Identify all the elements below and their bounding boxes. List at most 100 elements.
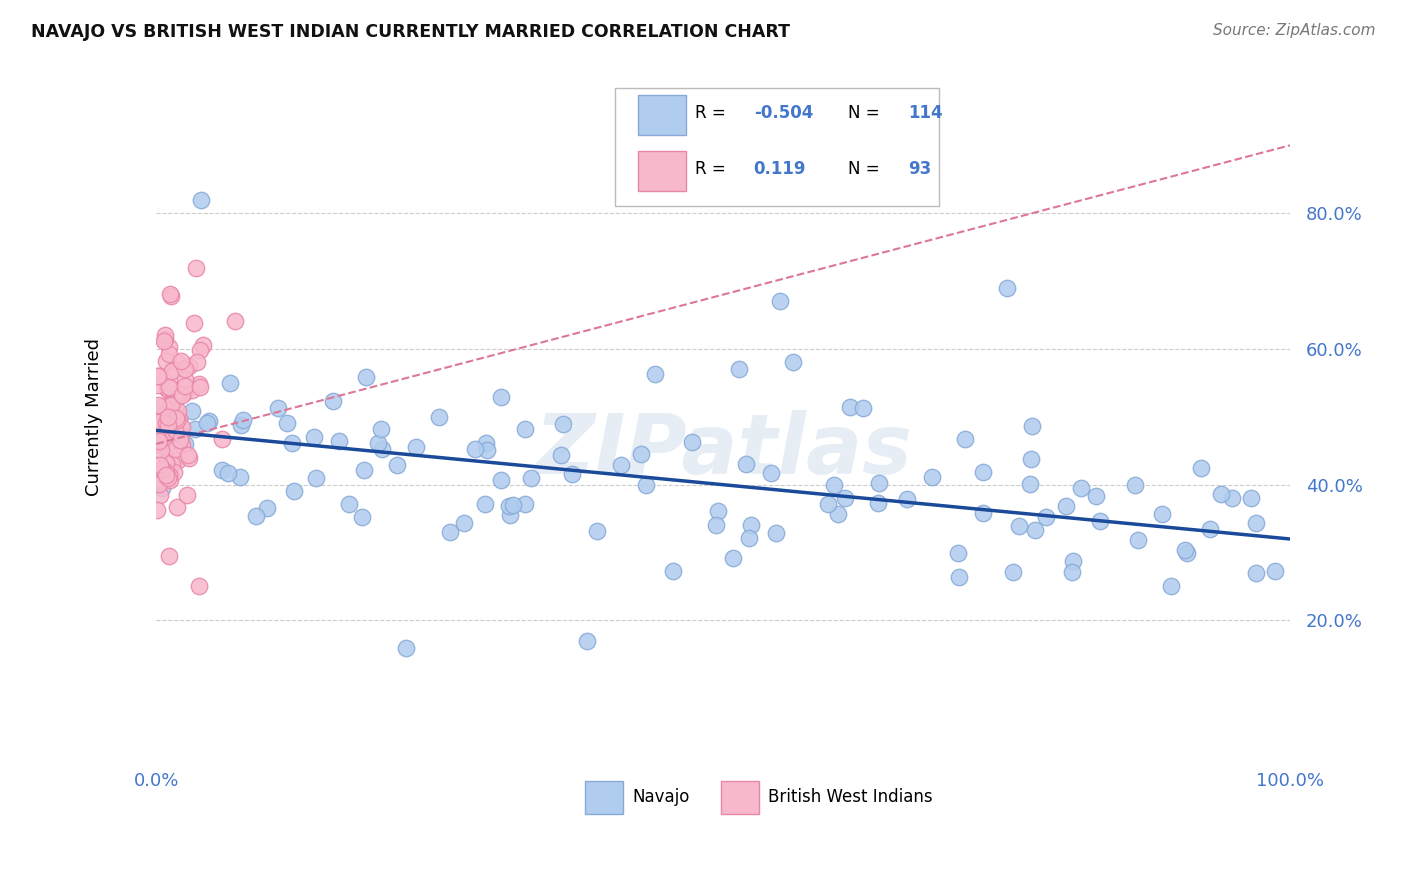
- Point: [157, 468, 180, 483]
- Point: [575, 633, 598, 648]
- Text: Navajo: Navajo: [633, 788, 690, 805]
- Point: [513, 498, 536, 512]
- Point: [155, 416, 177, 430]
- Point: [921, 470, 943, 484]
- Text: ZIPatlas: ZIPatlas: [534, 410, 912, 491]
- Point: [149, 439, 172, 453]
- Point: [167, 391, 190, 405]
- Point: [868, 476, 890, 491]
- Point: [734, 458, 756, 472]
- Point: [498, 508, 520, 522]
- Point: [551, 417, 574, 431]
- Point: [163, 465, 186, 479]
- Point: [170, 420, 193, 434]
- Text: R =: R =: [695, 160, 725, 178]
- Point: [149, 427, 172, 442]
- Point: [174, 436, 197, 450]
- Point: [1062, 554, 1084, 568]
- Point: [177, 448, 200, 462]
- Point: [502, 498, 524, 512]
- Point: [180, 404, 202, 418]
- Point: [782, 355, 804, 369]
- Point: [155, 467, 177, 482]
- Point: [149, 488, 172, 502]
- Point: [475, 435, 498, 450]
- Point: [148, 434, 170, 449]
- Point: [157, 380, 180, 394]
- Point: [1244, 566, 1267, 580]
- Point: [218, 376, 240, 391]
- Point: [157, 347, 180, 361]
- Point: [148, 476, 170, 491]
- Point: [153, 332, 176, 346]
- FancyBboxPatch shape: [638, 95, 686, 135]
- Point: [229, 470, 252, 484]
- Point: [721, 550, 744, 565]
- Point: [157, 417, 180, 432]
- Point: [453, 516, 475, 530]
- Point: [1220, 491, 1243, 505]
- Point: [1008, 518, 1031, 533]
- Point: [394, 640, 416, 655]
- Point: [520, 471, 543, 485]
- Point: [339, 498, 361, 512]
- Point: [1128, 533, 1150, 547]
- Point: [245, 509, 267, 524]
- Point: [353, 463, 375, 477]
- Text: NAVAJO VS BRITISH WEST INDIAN CURRENTLY MARRIED CORRELATION CHART: NAVAJO VS BRITISH WEST INDIAN CURRENTLY …: [31, 23, 790, 41]
- Point: [148, 368, 170, 383]
- Point: [1062, 566, 1084, 580]
- Point: [866, 496, 889, 510]
- Point: [160, 289, 183, 303]
- Point: [662, 564, 685, 578]
- Point: [190, 193, 212, 207]
- Point: [283, 483, 305, 498]
- Point: [150, 481, 173, 495]
- Point: [159, 398, 181, 412]
- Point: [681, 435, 703, 450]
- Point: [304, 430, 326, 444]
- Point: [280, 435, 302, 450]
- Point: [1123, 478, 1146, 492]
- Point: [385, 458, 408, 472]
- Point: [193, 338, 215, 352]
- Point: [370, 422, 392, 436]
- Point: [155, 354, 177, 368]
- Point: [155, 465, 177, 479]
- Point: [160, 383, 183, 397]
- Point: [157, 340, 180, 354]
- Point: [146, 399, 169, 413]
- Point: [146, 416, 169, 430]
- Point: [1152, 507, 1174, 521]
- Point: [165, 363, 187, 377]
- Point: [513, 421, 536, 435]
- Point: [155, 456, 177, 470]
- Point: [162, 457, 184, 471]
- Point: [1024, 523, 1046, 537]
- Point: [153, 328, 176, 343]
- Point: [256, 500, 278, 515]
- Point: [177, 359, 200, 373]
- Point: [972, 506, 994, 520]
- Point: [173, 386, 195, 401]
- Point: [1191, 461, 1213, 475]
- Point: [367, 436, 389, 450]
- Point: [165, 411, 187, 425]
- Point: [630, 447, 652, 461]
- Point: [1199, 522, 1222, 536]
- Point: [489, 473, 512, 487]
- FancyBboxPatch shape: [616, 87, 939, 206]
- Point: [634, 478, 657, 492]
- Point: [166, 412, 188, 426]
- Point: [224, 314, 246, 328]
- Point: [197, 414, 219, 428]
- Point: [1084, 489, 1107, 503]
- Point: [738, 531, 761, 545]
- Point: [769, 294, 792, 309]
- Point: [159, 381, 181, 395]
- Point: [211, 432, 233, 446]
- Point: [174, 361, 197, 376]
- Point: [170, 354, 193, 368]
- Point: [167, 410, 190, 425]
- Point: [427, 409, 450, 424]
